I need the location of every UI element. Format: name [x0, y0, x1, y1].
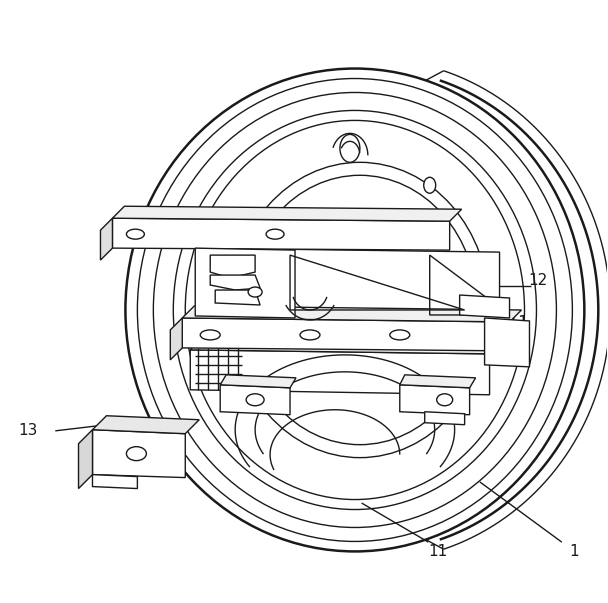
- Polygon shape: [220, 385, 290, 415]
- Polygon shape: [92, 415, 199, 434]
- Ellipse shape: [126, 229, 144, 239]
- Ellipse shape: [242, 175, 478, 444]
- Polygon shape: [190, 338, 500, 354]
- Polygon shape: [112, 218, 450, 250]
- Polygon shape: [400, 385, 469, 415]
- Polygon shape: [182, 318, 510, 351]
- Ellipse shape: [437, 394, 453, 406]
- Ellipse shape: [173, 110, 536, 510]
- Polygon shape: [425, 412, 465, 425]
- Ellipse shape: [125, 69, 584, 551]
- Ellipse shape: [340, 134, 360, 162]
- Polygon shape: [460, 295, 510, 318]
- Ellipse shape: [153, 92, 556, 528]
- Text: 13: 13: [18, 423, 38, 438]
- Ellipse shape: [200, 330, 220, 340]
- Polygon shape: [100, 218, 112, 260]
- Ellipse shape: [248, 287, 262, 297]
- Polygon shape: [485, 318, 530, 367]
- Polygon shape: [195, 248, 295, 318]
- Polygon shape: [92, 475, 137, 488]
- Text: 11: 11: [428, 544, 447, 558]
- Text: 1: 1: [569, 544, 579, 558]
- Polygon shape: [182, 306, 522, 322]
- Polygon shape: [78, 430, 92, 488]
- Ellipse shape: [477, 305, 492, 325]
- Ellipse shape: [424, 177, 436, 193]
- Polygon shape: [215, 290, 260, 305]
- Polygon shape: [112, 206, 461, 221]
- Ellipse shape: [126, 447, 147, 461]
- Polygon shape: [170, 318, 182, 360]
- Polygon shape: [400, 375, 475, 388]
- Polygon shape: [220, 375, 296, 388]
- Ellipse shape: [266, 229, 284, 239]
- Polygon shape: [200, 248, 500, 321]
- Polygon shape: [210, 275, 260, 290]
- Ellipse shape: [390, 330, 410, 340]
- Ellipse shape: [230, 162, 489, 458]
- Text: 111: 111: [499, 315, 528, 330]
- Ellipse shape: [185, 121, 525, 499]
- Polygon shape: [92, 430, 185, 478]
- Ellipse shape: [137, 78, 572, 541]
- Ellipse shape: [300, 330, 320, 340]
- Polygon shape: [210, 255, 255, 278]
- Ellipse shape: [246, 394, 264, 406]
- Text: 12: 12: [528, 273, 547, 288]
- Polygon shape: [190, 350, 489, 395]
